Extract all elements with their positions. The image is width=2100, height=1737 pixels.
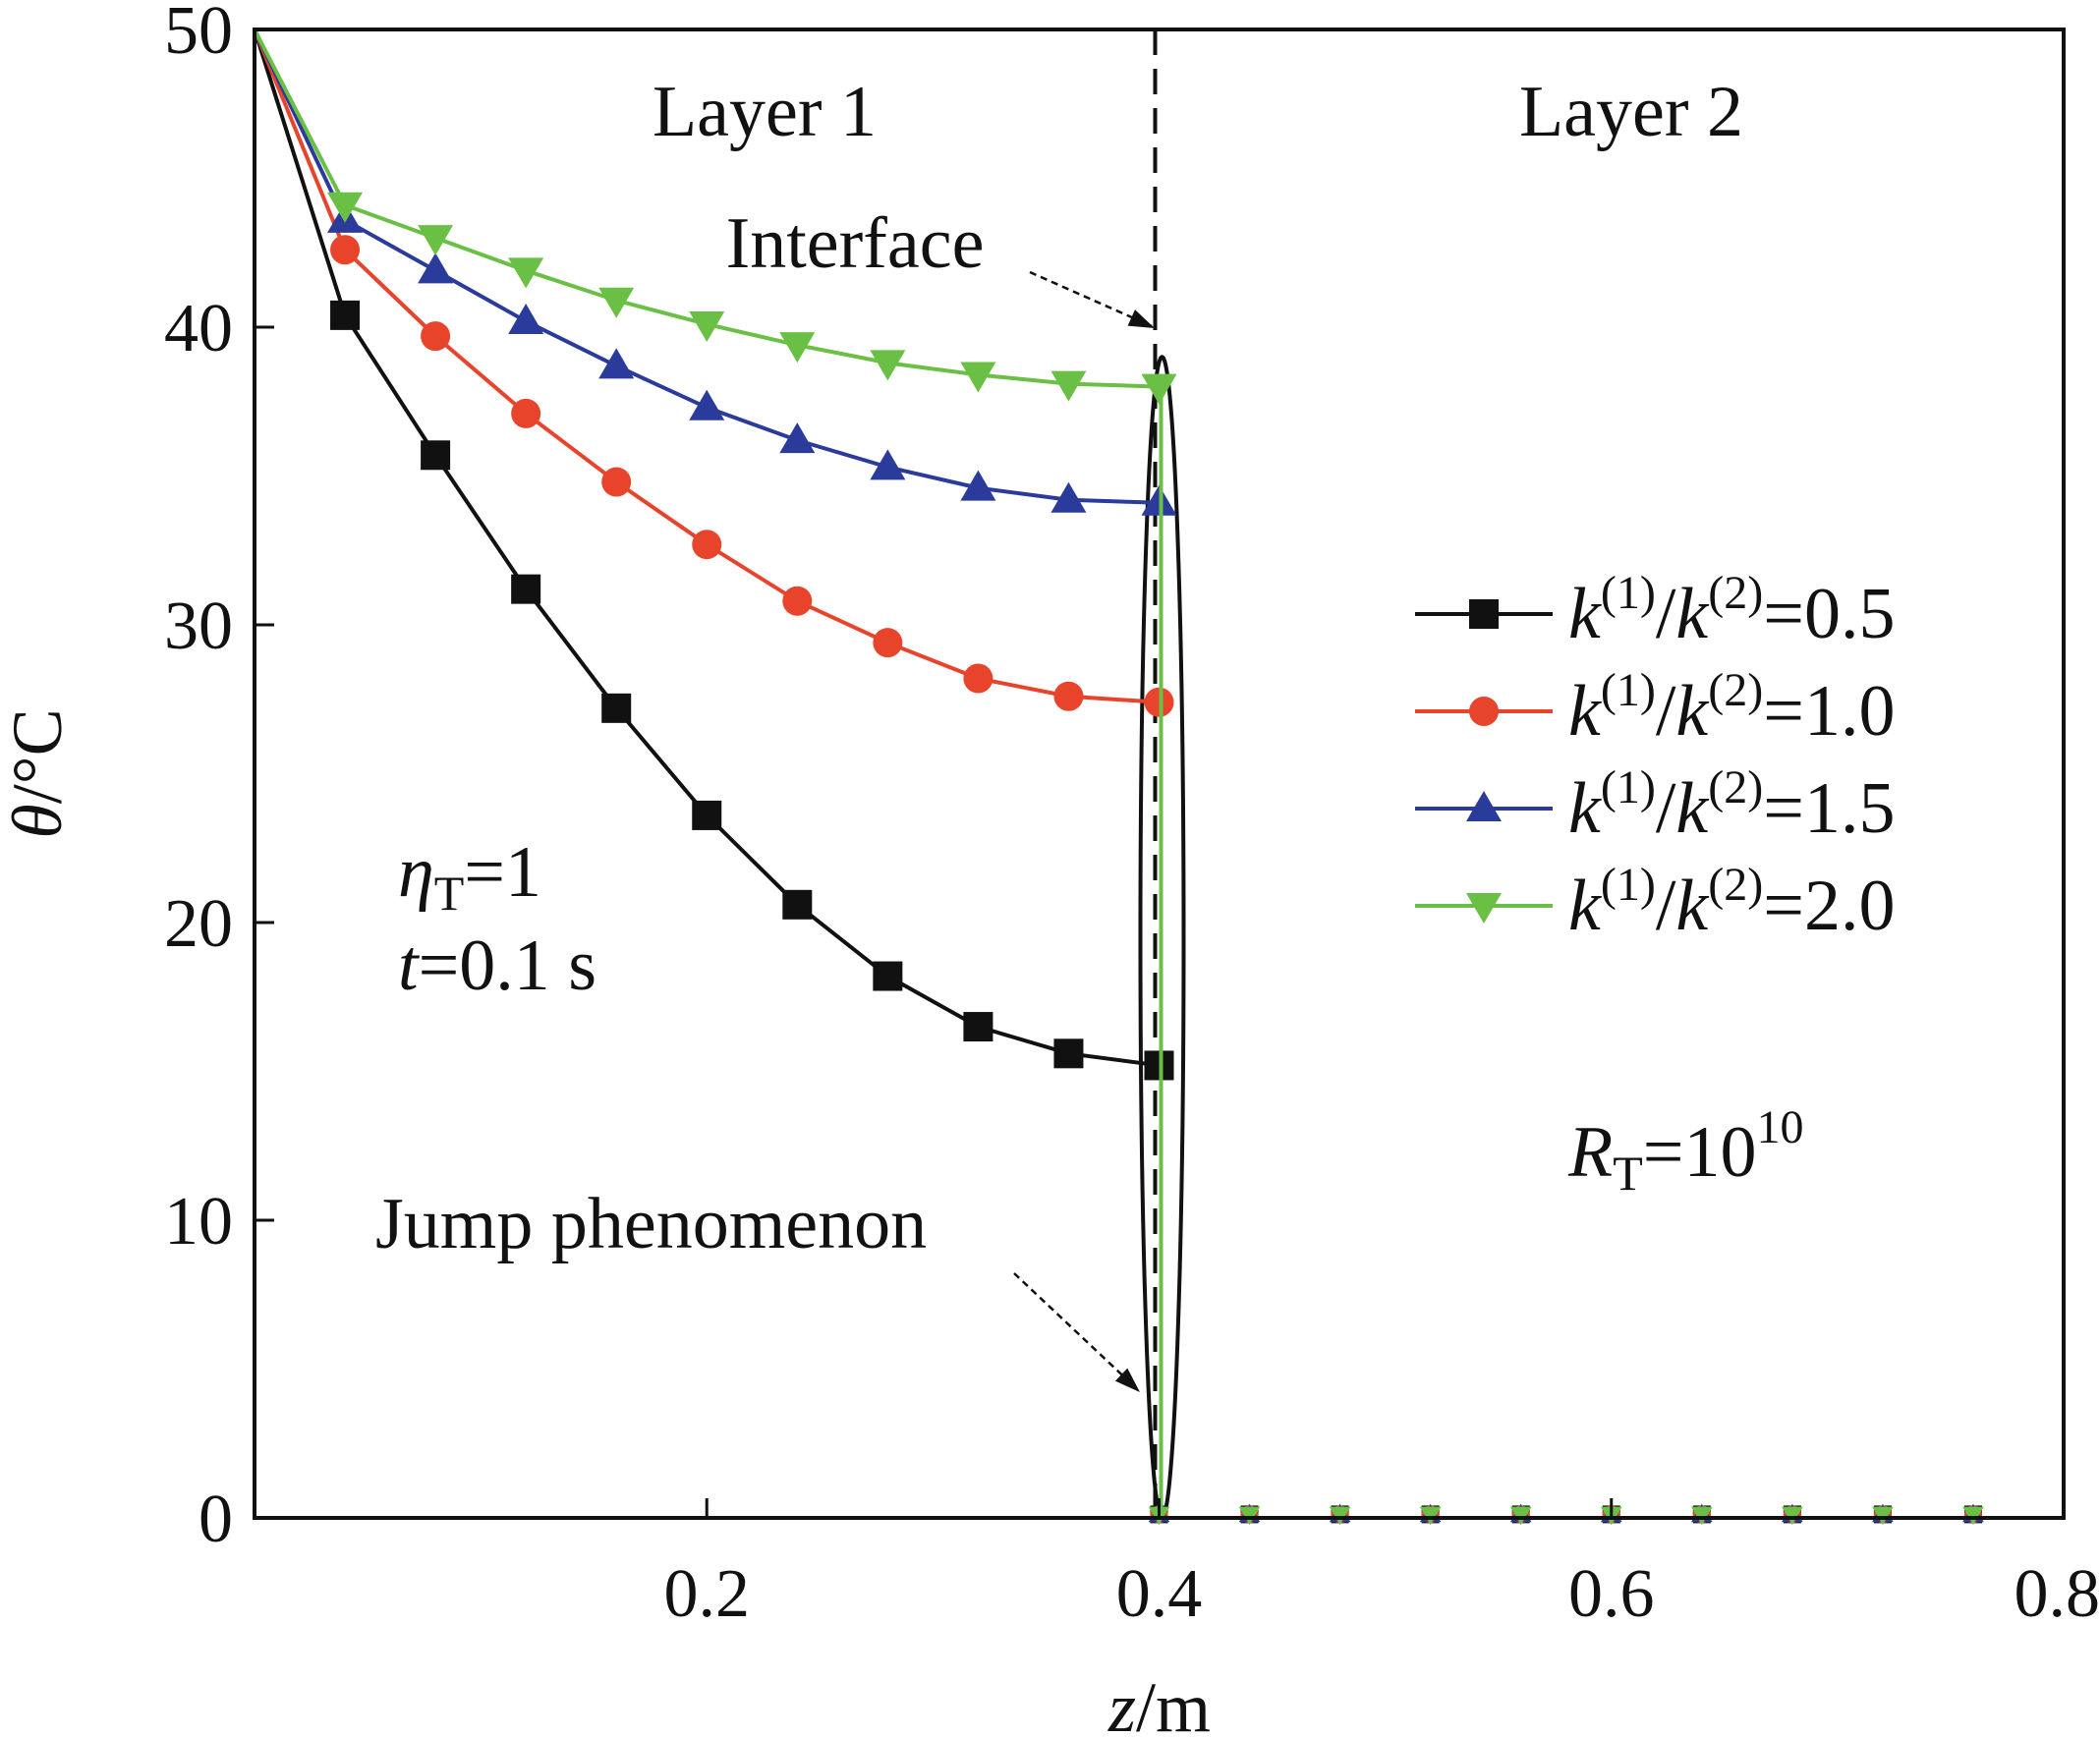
- marker-square: [511, 574, 541, 604]
- marker-triangle-down: [598, 287, 635, 318]
- marker-triangle-down: [1691, 1506, 1713, 1526]
- marker-triangle-down: [327, 192, 364, 223]
- legend-item-2: k(1)/k(2)=1.0: [1415, 664, 1895, 752]
- marker-triangle-up: [1050, 481, 1087, 513]
- marker-square: [782, 889, 813, 920]
- rt-annotation: RT=1010: [1567, 1101, 1803, 1201]
- y-tick-label: 40: [164, 291, 233, 366]
- marker-circle: [873, 628, 903, 658]
- marker-triangle-down: [1050, 370, 1087, 402]
- x-tick-label: 0.4: [1116, 1556, 1203, 1632]
- marker-triangle-down: [418, 225, 454, 256]
- x-tick-label: 0.6: [1568, 1556, 1655, 1632]
- y-tick-label: 20: [164, 886, 233, 962]
- legend-item-1: k(1)/k(2)=0.5: [1415, 567, 1895, 654]
- marker-square: [873, 961, 903, 991]
- legend-label: k(1)/k(2)=0.5: [1568, 567, 1895, 654]
- marker-triangle-down: [1962, 1506, 1984, 1526]
- marker-triangle-down: [1329, 1506, 1351, 1526]
- marker-triangle-down: [1238, 1506, 1261, 1526]
- y-tick-label: 50: [164, 0, 233, 69]
- marker-triangle-down: [779, 332, 816, 364]
- marker-square: [1469, 599, 1499, 629]
- y-tick-label: 30: [164, 588, 233, 664]
- marker-circle: [511, 398, 541, 428]
- marker-triangle-up: [508, 303, 544, 334]
- marker-triangle-up: [779, 422, 816, 454]
- legend-label: k(1)/k(2)=2.0: [1568, 859, 1895, 946]
- jump-arrow-head: [1114, 1368, 1140, 1392]
- interface-arrow-line: [1029, 270, 1153, 328]
- marker-square: [330, 300, 361, 330]
- marker-square: [963, 1012, 993, 1042]
- marker-circle: [1053, 681, 1084, 711]
- jump-arrow-line: [1013, 1272, 1134, 1386]
- marker-triangle-down: [1141, 373, 1177, 405]
- eta-annotation: ηT=1: [398, 832, 541, 921]
- marker-triangle-down: [1419, 1506, 1442, 1526]
- interface-arrow-head: [1127, 309, 1155, 328]
- marker-circle: [782, 586, 813, 616]
- legend: k(1)/k(2)=0.5 k(1)/k(2)=1.0 k(1)/k(2)=1.5 k…: [1415, 567, 1895, 946]
- marker-triangle-down: [1782, 1506, 1803, 1526]
- marker-triangle-up: [1466, 791, 1502, 821]
- marker-square: [1053, 1038, 1084, 1069]
- marker-circle: [601, 467, 632, 497]
- marker-triangle-up: [960, 470, 996, 501]
- legend-item-3: k(1)/k(2)=1.5: [1415, 761, 1895, 849]
- jump-label: Jump phenomenon: [375, 1184, 927, 1264]
- layer1-label: Layer 1: [653, 72, 877, 152]
- y-tick-label: 0: [199, 1482, 233, 1557]
- marker-triangle-up: [418, 252, 454, 284]
- legend-item-4: k(1)/k(2)=2.0: [1415, 859, 1895, 946]
- x-tick-label: 0.8: [2015, 1556, 2100, 1632]
- marker-circle: [692, 530, 722, 560]
- marker-triangle-up: [870, 449, 906, 480]
- marker-triangle-down: [1509, 1506, 1532, 1526]
- time-annotation: t=0.1 s: [398, 925, 596, 1006]
- marker-circle: [963, 663, 993, 694]
- y-axis-label: θ/°C: [0, 708, 77, 838]
- marker-triangle-down: [960, 362, 996, 393]
- marker-square: [421, 440, 451, 471]
- marker-triangle-up: [689, 389, 725, 420]
- marker-square: [692, 800, 722, 830]
- marker-circle: [1469, 697, 1499, 726]
- interface-label: Interface: [726, 203, 985, 284]
- marker-triangle-down: [689, 310, 725, 342]
- y-tick-label: 10: [164, 1184, 233, 1260]
- marker-circle: [330, 235, 361, 265]
- marker-square: [601, 693, 632, 723]
- x-tick-label: 0.2: [664, 1556, 751, 1632]
- legend-label: k(1)/k(2)=1.5: [1568, 761, 1895, 849]
- layer2-label: Layer 2: [1519, 72, 1743, 152]
- marker-triangle-down: [1466, 893, 1502, 924]
- marker-triangle-down: [870, 350, 906, 381]
- x-axis-label: z/m: [1107, 1668, 1211, 1737]
- marker-circle: [421, 321, 451, 352]
- marker-triangle-down: [508, 257, 544, 289]
- marker-triangle-up: [598, 348, 635, 379]
- marker-triangle-down: [1872, 1506, 1894, 1526]
- legend-label: k(1)/k(2)=1.0: [1568, 664, 1895, 752]
